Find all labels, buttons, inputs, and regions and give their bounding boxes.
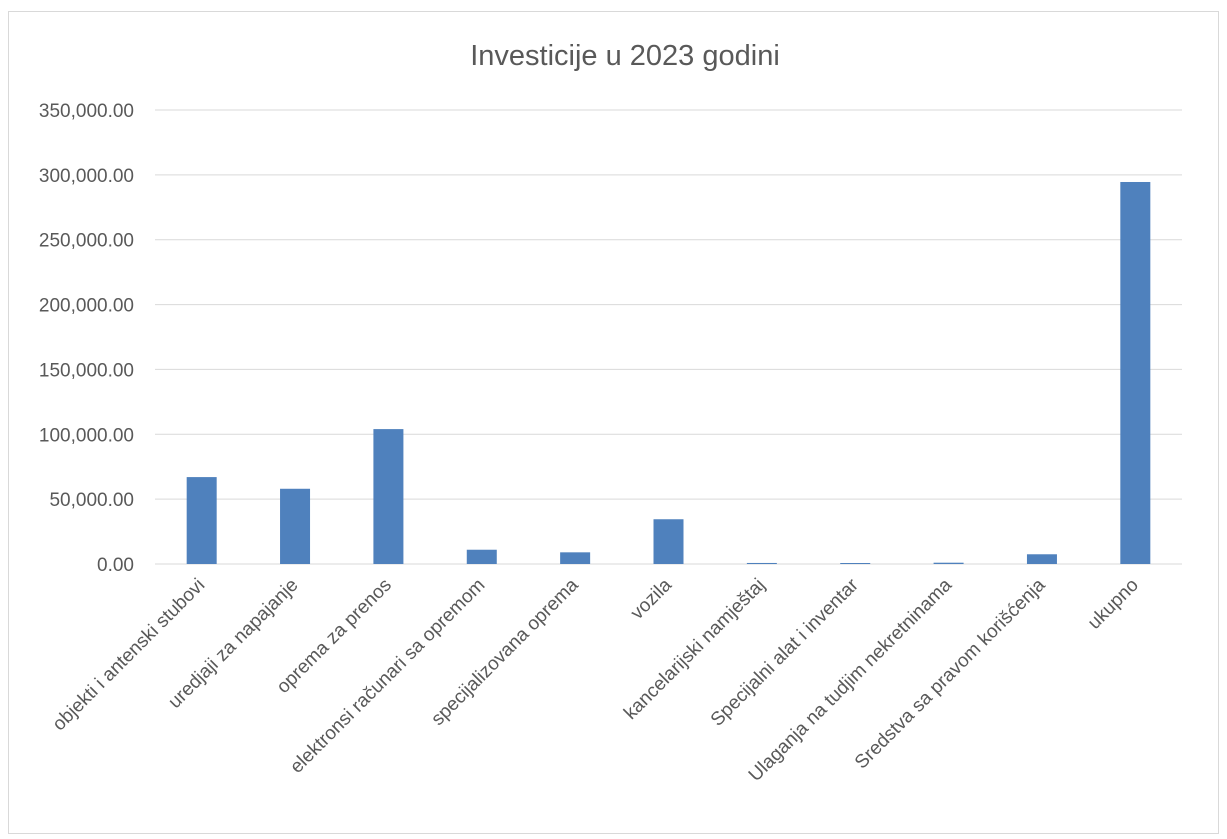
bar-9 — [1026, 554, 1057, 564]
y-tick-label: 350,000.00 — [39, 101, 134, 122]
x-category-label: elektronsi računari sa opremom — [286, 575, 489, 778]
bar-6 — [746, 562, 777, 564]
bar-0 — [186, 477, 217, 564]
bar-5 — [653, 519, 684, 564]
y-tick-label: 300,000.00 — [39, 166, 134, 187]
y-tick-label: 250,000.00 — [39, 231, 134, 252]
x-category-label: ukupno — [1084, 575, 1143, 634]
bar-2 — [373, 429, 404, 564]
x-category-label: objekti i antenski stubovi — [49, 575, 209, 735]
y-tick-label: 150,000.00 — [39, 360, 134, 381]
y-tick-label: 100,000.00 — [39, 425, 134, 446]
x-category-label: Sredstva sa pravom korišćenja — [851, 574, 1050, 773]
y-tick-label: 50,000.00 — [49, 490, 134, 511]
bar-1 — [280, 488, 311, 564]
bar-10 — [1120, 181, 1151, 564]
chart-frame — [8, 11, 1219, 834]
bar-4 — [560, 552, 591, 564]
y-axis-ticks: 0.00 50,000.00 100,000.00 150,000.00 200,000… — [39, 101, 134, 576]
bar-3 — [466, 549, 497, 564]
bar-7 — [840, 563, 871, 564]
chart-title: Investicije u 2023 godini — [470, 40, 780, 72]
gridlines — [155, 109, 1182, 565]
x-category-label: vozila — [627, 574, 677, 624]
x-category-label: Ulaganja na tudjim nekretninama — [745, 574, 957, 786]
bars — [186, 181, 1151, 564]
y-tick-label: 0.00 — [97, 555, 134, 576]
bar-8 — [933, 562, 964, 564]
y-tick-label: 200,000.00 — [39, 296, 134, 317]
